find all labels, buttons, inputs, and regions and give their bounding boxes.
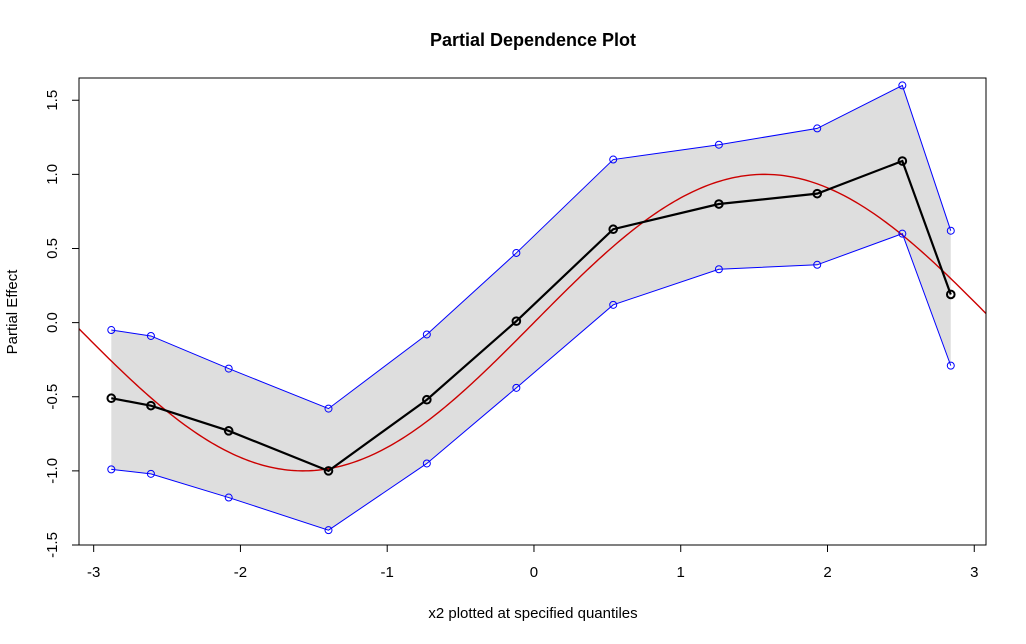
- estimate-point: [106, 393, 117, 404]
- true-function-line: [79, 173, 986, 472]
- x-axis-label: x2 plotted at specified quantiles: [428, 605, 637, 622]
- x-tick-label: -2: [234, 564, 247, 581]
- chart-title: Partial Dependence Plot: [430, 30, 636, 50]
- y-tick-label: -1.5: [44, 532, 61, 558]
- plot-area: [79, 81, 986, 535]
- upper-band-point: [946, 226, 955, 235]
- lower-band-point: [422, 459, 431, 468]
- lower-band-line: [111, 233, 952, 531]
- x-tick-label: 1: [677, 564, 685, 581]
- y-tick-label: 1.0: [44, 164, 61, 185]
- lower-band-point: [146, 469, 155, 478]
- upper-band-line: [111, 84, 952, 410]
- y-tick-label: -1.0: [44, 458, 61, 484]
- upper-band-point: [422, 330, 431, 339]
- y-axis-label: Partial Effect: [4, 269, 21, 355]
- axes: -3 -2 -1 0 1 2 3 -1.5 -1.0 -0.5 0.0 0.5 1.0 1.5: [44, 77, 987, 581]
- estimate-point: [812, 188, 823, 199]
- estimate-point: [897, 156, 908, 166]
- upper-band-point: [813, 124, 822, 133]
- estimate-point: [323, 466, 334, 476]
- upper-band-point: [107, 326, 116, 335]
- upper-band-point: [146, 331, 155, 340]
- true-function-group: [79, 173, 986, 472]
- lower-band-point: [714, 265, 723, 274]
- estimate-point: [714, 199, 724, 209]
- estimate-line: [111, 159, 952, 473]
- estimate-point: [608, 224, 619, 235]
- upper-band-point: [609, 155, 618, 164]
- upper-band-point: [324, 404, 333, 413]
- estimate-point: [945, 289, 956, 300]
- y-tick-label: 0.5: [44, 238, 61, 259]
- y-tick-label: 0.0: [44, 312, 61, 333]
- x-tick-label: 2: [823, 564, 831, 581]
- lower-band-point: [324, 526, 333, 535]
- lower-band-point: [946, 361, 955, 370]
- lower-band-point: [107, 465, 116, 474]
- upper-band-point: [224, 364, 233, 373]
- y-tick-label: -0.5: [44, 384, 61, 410]
- lower-band-point: [898, 229, 907, 238]
- lower-band-point: [224, 493, 233, 502]
- x-tick-label: -3: [87, 564, 100, 581]
- lower-band-point: [512, 383, 521, 392]
- x-tick-label: 3: [970, 564, 978, 581]
- x-tick-label: 0: [530, 564, 538, 581]
- estimate-point: [223, 426, 234, 436]
- y-tick-label: 1.5: [44, 90, 61, 111]
- x-tick-label: -1: [381, 564, 394, 581]
- upper-band-point: [714, 140, 723, 149]
- lower-band-point: [813, 260, 822, 269]
- estimate-point: [422, 394, 432, 405]
- upper-band-point: [898, 81, 907, 90]
- estimate-point: [146, 400, 156, 411]
- upper-band-point: [512, 248, 521, 257]
- estimate-point: [511, 316, 522, 326]
- lower-band-point: [609, 300, 618, 309]
